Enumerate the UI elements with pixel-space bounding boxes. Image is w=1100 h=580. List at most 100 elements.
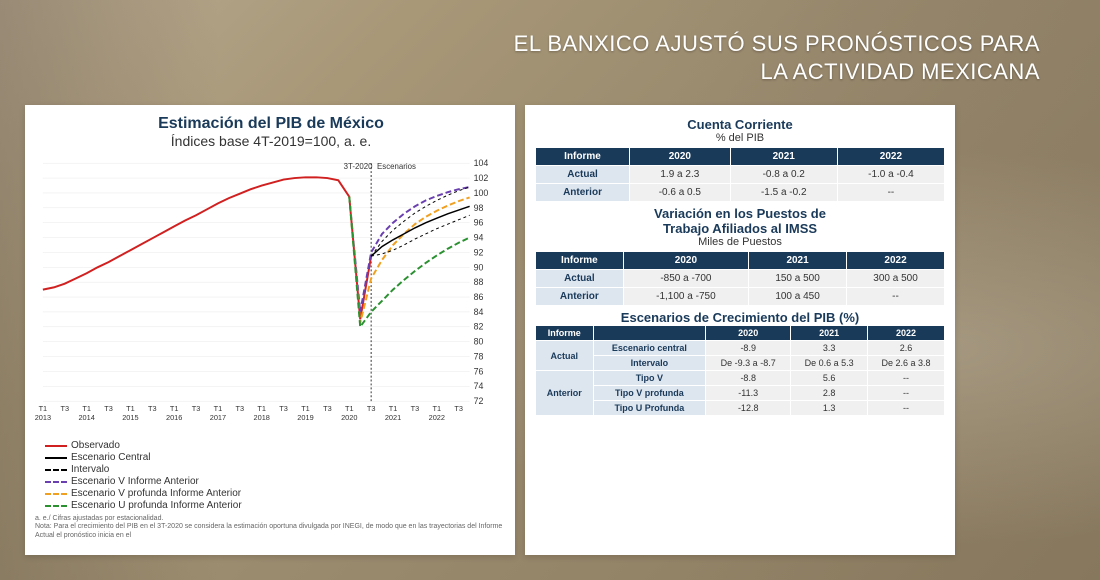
row-header: Anterior	[536, 371, 594, 416]
col-header: 2022	[837, 148, 944, 166]
cell: -850 a -700	[623, 270, 748, 288]
svg-text:94: 94	[474, 233, 484, 243]
chart-panel: Estimación del PIB de México Índices bas…	[25, 105, 515, 555]
svg-text:88: 88	[474, 277, 484, 287]
cell: Tipo U Profunda	[593, 401, 706, 416]
legend-item: Escenario Central	[45, 452, 507, 463]
svg-text:2017: 2017	[210, 413, 226, 422]
cell: De 2.6 a 3.8	[868, 356, 945, 371]
cell: -1,100 a -750	[623, 288, 748, 306]
col-header: Informe	[536, 252, 624, 270]
svg-text:76: 76	[474, 366, 484, 376]
tables-panel: Cuenta Corriente % del PIB Informe202020…	[525, 105, 955, 555]
cell: 150 a 500	[749, 270, 847, 288]
cell: -1.0 a -0.4	[837, 166, 944, 184]
svg-text:T1: T1	[257, 404, 266, 413]
cell: Tipo V	[593, 371, 706, 386]
headline: EL BANXICO AJUSTÓ SUS PRONÓSTICOS PARA L…	[514, 30, 1040, 85]
cell: Intervalo	[593, 356, 706, 371]
col-header: Informe	[536, 148, 630, 166]
col-header: 2021	[730, 148, 837, 166]
cell: -12.8	[706, 401, 791, 416]
chart-subtitle: Índices base 4T-2019=100, a. e.	[35, 133, 507, 149]
cell: -0.6 a 0.5	[630, 184, 731, 202]
svg-text:T3: T3	[367, 404, 376, 413]
svg-text:2019: 2019	[297, 413, 313, 422]
cell: 100 a 450	[749, 288, 847, 306]
cell: --	[847, 288, 945, 306]
svg-text:T1: T1	[82, 404, 91, 413]
row-header: Anterior	[536, 288, 624, 306]
col-header: 2021	[749, 252, 847, 270]
svg-text:84: 84	[474, 307, 484, 317]
t1-sub: % del PIB	[535, 132, 945, 144]
svg-text:T3: T3	[60, 404, 69, 413]
col-header: 2020	[623, 252, 748, 270]
pib-line-chart: 7274767880828486889092949698100102104T12…	[35, 153, 507, 433]
svg-text:78: 78	[474, 351, 484, 361]
svg-text:T3: T3	[104, 404, 113, 413]
col-header: 2022	[868, 326, 945, 341]
t2-sub2: Miles de Puestos	[535, 236, 945, 248]
t1-title: Cuenta Corriente	[535, 117, 945, 132]
svg-text:82: 82	[474, 322, 484, 332]
pib-escenarios-table: Informe202020212022ActualEscenario centr…	[535, 325, 945, 416]
svg-text:2018: 2018	[254, 413, 270, 422]
row-header: Actual	[536, 270, 624, 288]
row-header: Anterior	[536, 184, 630, 202]
svg-text:2013: 2013	[35, 413, 51, 422]
headline-l1: EL BANXICO AJUSTÓ SUS PRONÓSTICOS PARA	[514, 31, 1040, 56]
cuenta-corriente-table: Informe202020212022Actual1.9 a 2.3-0.8 a…	[535, 147, 945, 202]
row-header: Actual	[536, 166, 630, 184]
svg-text:T1: T1	[126, 404, 135, 413]
cell: -8.9	[706, 341, 791, 356]
svg-text:96: 96	[474, 218, 484, 228]
cell: De 0.6 a 5.3	[791, 356, 868, 371]
cell: --	[868, 371, 945, 386]
cell: 1.3	[791, 401, 868, 416]
svg-text:T1: T1	[433, 404, 442, 413]
svg-text:T3: T3	[236, 404, 245, 413]
svg-text:T1: T1	[345, 404, 354, 413]
svg-text:2020: 2020	[341, 413, 357, 422]
t2-title: Variación en los Puestos de	[535, 206, 945, 221]
cell: --	[868, 386, 945, 401]
cell: --	[837, 184, 944, 202]
svg-text:90: 90	[474, 262, 484, 272]
cell: Tipo V profunda	[593, 386, 706, 401]
cell: 5.6	[791, 371, 868, 386]
svg-text:80: 80	[474, 337, 484, 347]
cell: -0.8 a 0.2	[730, 166, 837, 184]
chart-legend: ObservadoEscenario CentralIntervaloEscen…	[35, 440, 507, 511]
svg-text:2014: 2014	[78, 413, 94, 422]
svg-text:2021: 2021	[385, 413, 401, 422]
t3-title: Escenarios de Crecimiento del PIB (%)	[535, 310, 945, 325]
legend-item: Escenario V Informe Anterior	[45, 476, 507, 487]
svg-text:T3: T3	[411, 404, 420, 413]
col-header: 2022	[847, 252, 945, 270]
svg-text:2022: 2022	[429, 413, 445, 422]
svg-text:T1: T1	[170, 404, 179, 413]
svg-text:102: 102	[474, 173, 489, 183]
col-header: Informe	[536, 326, 594, 341]
col-header: 2021	[791, 326, 868, 341]
svg-text:T1: T1	[39, 404, 48, 413]
cell: 2.6	[868, 341, 945, 356]
t2-sub: Trabajo Afiliados al IMSS	[535, 221, 945, 236]
col-header: 2020	[706, 326, 791, 341]
svg-text:T1: T1	[389, 404, 398, 413]
row-header: Actual	[536, 341, 594, 371]
col-header	[593, 326, 706, 341]
svg-text:74: 74	[474, 381, 484, 391]
cell: -1.5 a -0.2	[730, 184, 837, 202]
cell: De -9.3 a -8.7	[706, 356, 791, 371]
svg-text:T1: T1	[214, 404, 223, 413]
imss-table: Informe202020212022 Actual-850 a -700150 …	[535, 251, 945, 306]
cell: --	[868, 401, 945, 416]
svg-text:Escenarios: Escenarios	[377, 162, 416, 171]
col-header: 2020	[630, 148, 731, 166]
svg-text:T1: T1	[301, 404, 310, 413]
svg-text:3T-2020: 3T-2020	[344, 162, 373, 171]
svg-text:72: 72	[474, 396, 484, 406]
legend-item: Intervalo	[45, 464, 507, 475]
